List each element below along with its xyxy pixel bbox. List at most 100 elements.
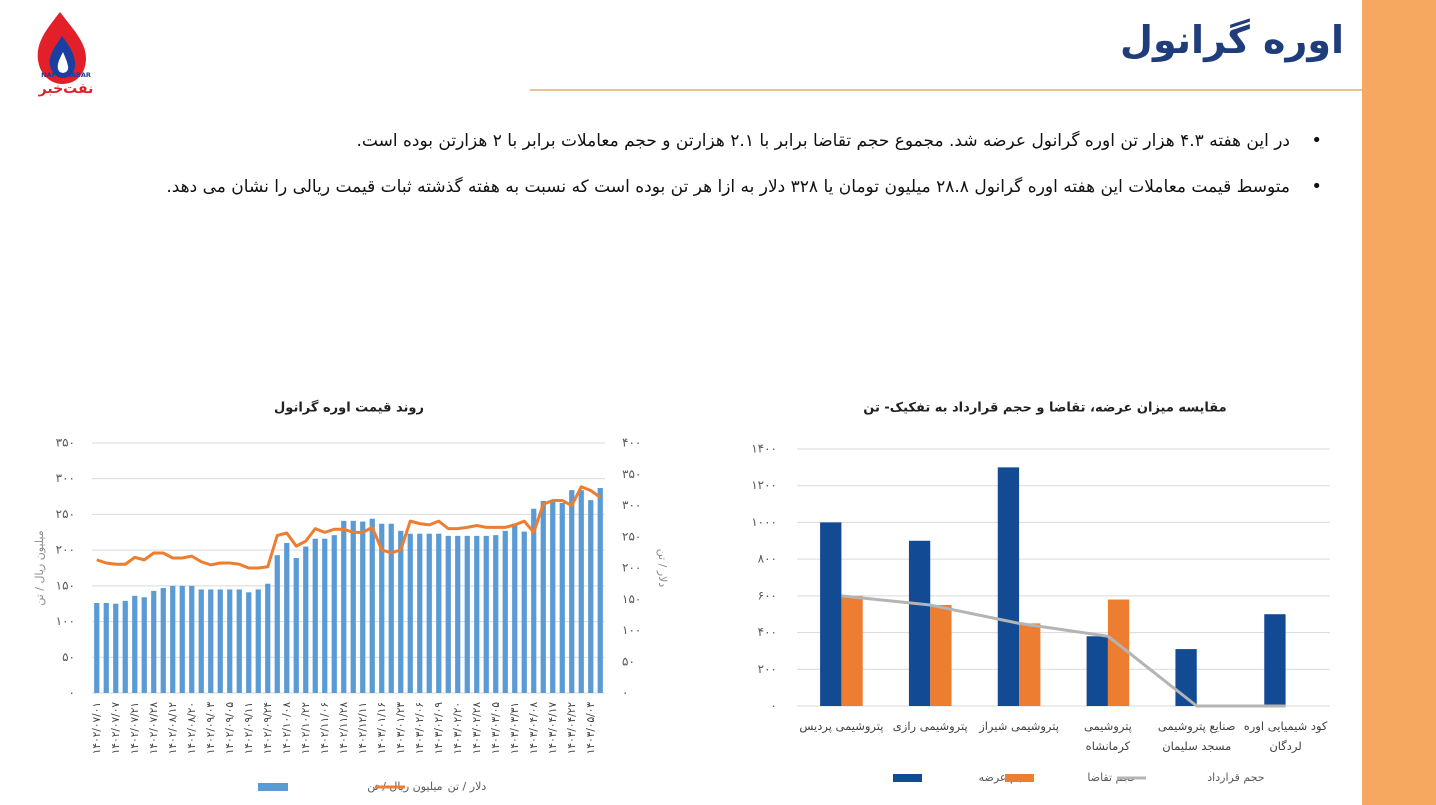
y-tick-label: ۳۰۰ [56,471,75,485]
line-series [96,485,602,570]
logo-latin: NAFTKHABAR [41,71,91,79]
slide-title: اوره گرانول [1119,18,1344,62]
x-tick-label: ۱۴۰۳/۰۴/۰۸ [528,702,540,755]
line-series [841,594,1286,708]
bar [1019,623,1041,706]
x-tick-label: پتروشیمی شیراز [979,719,1059,733]
y-tick-label: ۵۰ [62,650,75,664]
side-strip [1362,0,1436,805]
x-tick-label: ۱۴۰۲/۱۱/۲۸ [338,702,350,755]
y-tick-label: ۱۲۰۰ [751,478,777,492]
bar [521,531,527,693]
bar [474,535,480,693]
bar [341,520,347,693]
x-tick-label: پتروشیمی کرمانشاه [1083,719,1132,753]
bar [1264,614,1286,706]
x-tick-label: ۱۴۰۲/۰۷/۰۱ [91,702,103,754]
bar [303,546,309,693]
y-tick-label: ۶۰۰ [758,588,777,602]
bar [559,503,565,693]
x-tick-label: ۱۴۰۲/۰۷/۲۸ [148,702,160,755]
x-tick-label: ۱۴۰۲/۰۹/۱۱ [243,702,255,754]
y-tick-label: ۱۰۰۰ [751,515,777,529]
x-tick-label: ۱۴۰۳/۰۳/۰۵ [490,702,502,755]
bar [217,589,223,693]
y-tick-label: ۴۰۰ [758,625,777,639]
bar [426,533,432,693]
bar [179,585,185,693]
bar [208,589,214,693]
bar [132,595,138,693]
bar [360,521,366,693]
bar [997,467,1020,706]
x-tick-label: ۱۴۰۲/۱۱/۰۶ [319,702,331,754]
x-tick-label: ۱۴۰۲/۰۷/۲۱ [129,702,141,754]
y2-tick-label: ۴۰۰ [622,436,641,450]
bullet-list: در این هفته ۴.۳ هزار تن اوره گرانول عرضه… [130,118,1326,210]
y2-tick-label: ۱۵۰ [622,592,641,606]
charts: روند قیمت اوره گرانول ۰ ۵۰ ۱۰۰ ۱۵۰ ۲۰۰ ۲۵۰ ۳۰۰ ۳… [33,400,1330,793]
x-tick-label: ۱۴۰۳/۰۲/۲۰ [452,702,464,754]
bar [369,518,375,693]
bar [284,543,290,693]
bar [122,600,128,693]
x-tick-label: کود شیمیایی اوره لردگان [1243,719,1328,753]
title-rule [530,89,1362,91]
bar [113,603,119,693]
y-axis-title: میلیون ریال / تن [33,530,46,605]
bar [1107,599,1130,706]
x-tick-label: پتروشیمی پردیس [799,719,884,733]
y2-tick-label: ۵۰ [622,654,635,668]
bar [350,520,356,693]
y-tick-label: ۰ [771,699,777,713]
bar [141,597,147,693]
bar [512,523,518,693]
y-tick-label: ۲۵۰ [56,507,75,521]
bar [493,535,499,693]
bar [388,523,394,693]
bar [227,589,233,693]
x-tick-label: ۱۴۰۳/۰۱/۲۳ [395,702,407,755]
logo: NAFTKHABAR نفت‌خبر [38,12,93,97]
bar [502,530,508,693]
bar [170,585,176,693]
x-tick-label: ۱۴۰۳/۰۵/۰۳ [585,702,597,755]
x-tick-label: ۱۴۰۳/۰۲/۰۶ [414,702,426,754]
bar [322,538,328,693]
x-tick-label: ۱۴۰۲/۱۰/۲۲ [300,702,312,755]
bar [588,500,594,693]
legend-swatch [1005,774,1034,782]
legend-label: حجم قرارداد [1207,771,1264,784]
bar [578,490,584,693]
bar [255,589,261,693]
y2-tick-label: ۳۵۰ [622,467,641,481]
bar [331,535,337,693]
y-tick-label: ۸۰۰ [758,552,777,566]
bar [483,535,489,693]
x-tick-label: ۱۴۰۳/۰۲/۰۹ [433,702,445,755]
x-tick-label: ۱۴۰۲/۱۰/۰۸ [281,702,293,755]
y-tick-label: ۱۵۰ [56,578,75,592]
x-tick-label: ۱۴۰۳/۰۴/۱۷ [547,702,559,755]
y2-tick-label: ۱۰۰ [622,623,641,637]
x-tick-label: صنایع پتروشیمی مسجد سلیمان [1157,719,1236,753]
chart-title: مقایسه میزان عرضه، تقاضا و حجم قرارداد ب… [863,401,1226,416]
y2-tick-label: ۲۵۰ [622,529,641,543]
bar [407,533,413,693]
bar [455,535,461,693]
x-tick-label: ۱۴۰۳/۰۱/۱۶ [376,702,388,754]
bar [464,535,470,693]
y-tick-label: ۲۰۰ [56,543,75,557]
x-tick-label: ۱۴۰۲/۰۹/۲۴ [262,702,274,754]
bullet: در این هفته ۴.۳ هزار تن اوره گرانول عرضه… [130,118,1326,164]
bar [445,535,451,693]
bar [1086,636,1108,706]
legend-label: دلار / تن [448,780,487,793]
bar [236,589,242,693]
y-tick-label: ۱۴۰۰ [751,442,777,456]
x-tick-label: ۱۴۰۳/۰۴/۲۲ [566,702,578,755]
bar [198,589,204,693]
logo-core [57,52,69,73]
x-tick-label: ۱۴۰۳/۰۳/۳۱ [509,702,521,754]
